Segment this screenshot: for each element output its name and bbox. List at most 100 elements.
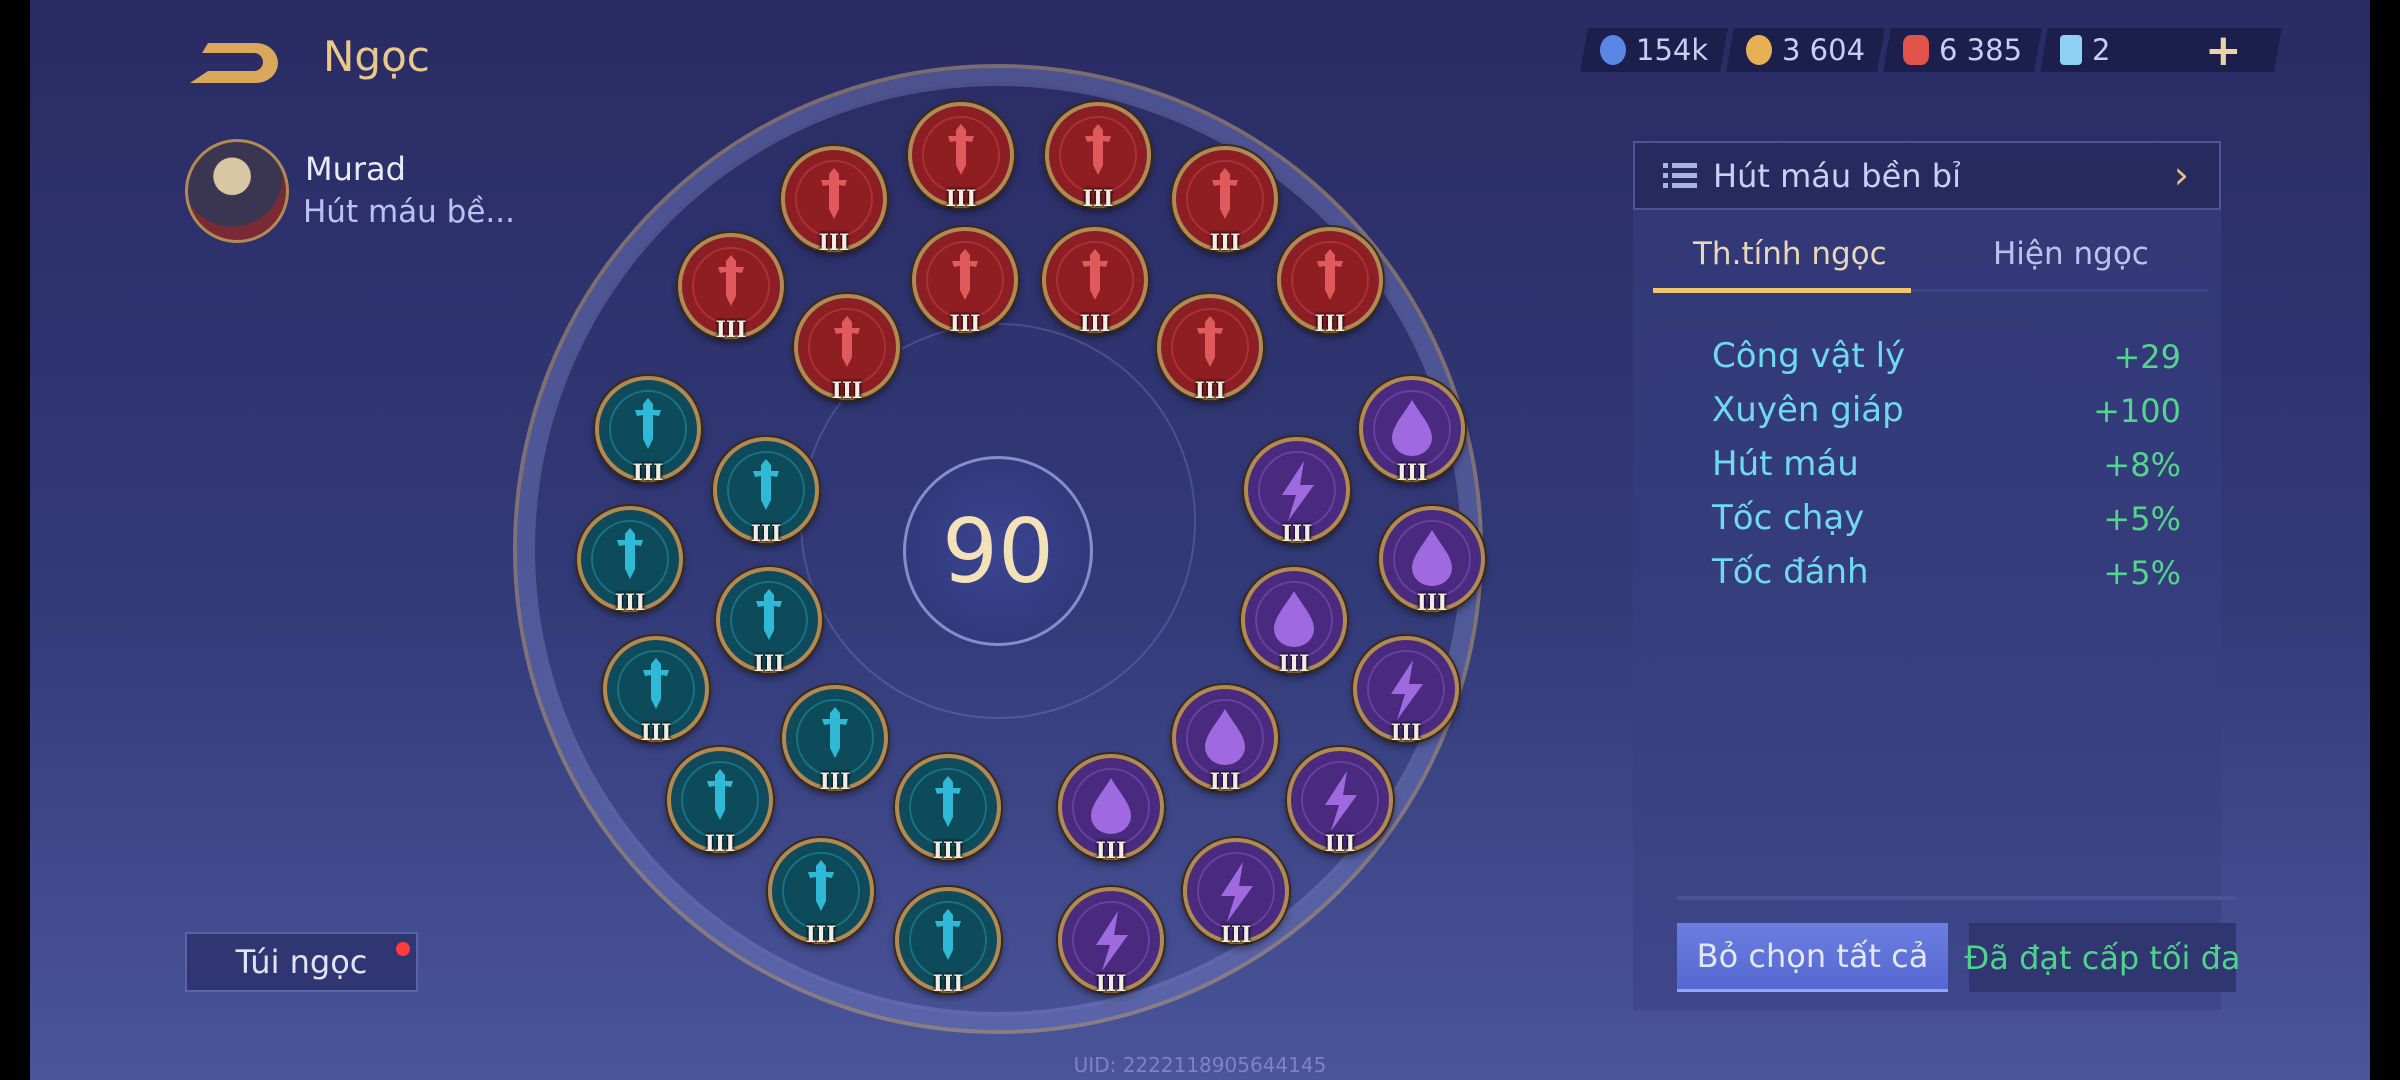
gem-level: III xyxy=(949,311,981,337)
gem-slot-red[interactable]: III xyxy=(1045,102,1151,212)
active-tab-indicator xyxy=(1653,288,1911,293)
sword-icon xyxy=(922,116,1000,194)
currency-value: 2 xyxy=(2092,33,2111,67)
sword-icon xyxy=(808,308,886,386)
gem-level: III xyxy=(753,651,785,677)
sword-icon xyxy=(1171,308,1249,386)
gem-slot-red[interactable]: III xyxy=(912,227,1018,337)
gem-slot-red[interactable]: III xyxy=(1042,227,1148,337)
sword-icon xyxy=(796,699,874,777)
tab-show-runes[interactable]: Hiện ngọc xyxy=(1993,236,2149,272)
sword-icon xyxy=(1186,160,1264,238)
tab-divider xyxy=(1653,289,2208,292)
gem-level: III xyxy=(750,521,782,547)
page-title: Ngọc xyxy=(323,32,430,81)
gem-slot-red[interactable]: III xyxy=(1277,227,1383,337)
sword-icon xyxy=(1059,116,1137,194)
sword-icon xyxy=(926,241,1004,319)
stat-label: Tốc đánh xyxy=(1712,552,1869,592)
notification-dot xyxy=(396,942,410,956)
gem-slot-teal[interactable]: III xyxy=(595,376,701,486)
gem-level: III xyxy=(704,831,736,857)
currency-red: 6 385 xyxy=(1883,28,2043,72)
gem-slot-teal[interactable]: III xyxy=(713,437,819,547)
drop-icon xyxy=(1373,390,1451,468)
gem-slot-teal[interactable]: III xyxy=(782,685,888,795)
gem-level: III xyxy=(805,922,837,948)
divider xyxy=(1677,896,2235,900)
currency-value: 6 385 xyxy=(1939,33,2023,67)
lightning-icon xyxy=(1367,650,1445,728)
deselect-all-button[interactable]: Bỏ chọn tất cả xyxy=(1677,923,1948,992)
sword-icon xyxy=(727,451,805,529)
lightning-icon xyxy=(1301,761,1379,839)
gem-slot-teal[interactable]: III xyxy=(895,754,1001,864)
drop-icon xyxy=(1186,699,1264,777)
gem-level: III xyxy=(1209,230,1241,256)
gem-slot-teal[interactable]: III xyxy=(603,636,709,746)
gem-slot-red[interactable]: III xyxy=(1157,294,1263,404)
gem-level: III xyxy=(1416,590,1448,616)
gem-slot-teal[interactable]: III xyxy=(895,887,1001,997)
rune-bag-label: Túi ngọc xyxy=(235,943,368,981)
stat-label: Xuyên giáp xyxy=(1712,390,1904,430)
stat-value: +8% xyxy=(2103,446,2181,484)
gem-slot-teal[interactable]: III xyxy=(667,747,773,857)
rune-level-total: 90 xyxy=(903,456,1093,646)
stat-value: +29 xyxy=(2113,338,2181,376)
drop-icon xyxy=(1393,520,1471,598)
chevron-right-icon: › xyxy=(2173,153,2189,197)
gem-slot-purple[interactable]: III xyxy=(1244,437,1350,547)
gem-slot-red[interactable]: III xyxy=(908,102,1014,212)
gem-slot-purple[interactable]: III xyxy=(1379,506,1485,616)
back-arrow-icon[interactable] xyxy=(190,41,280,85)
gem-slot-red[interactable]: III xyxy=(678,233,784,343)
gem-slot-red[interactable]: III xyxy=(1172,146,1278,256)
gem-level: III xyxy=(1220,922,1252,948)
stat-value: +5% xyxy=(2103,554,2181,592)
gem-level: III xyxy=(945,186,977,212)
gem-slot-teal[interactable]: III xyxy=(577,506,683,616)
gem-slot-purple[interactable]: III xyxy=(1353,636,1459,746)
tab-rune-stats[interactable]: Th.tính ngọc xyxy=(1693,236,1887,272)
gem-level: III xyxy=(932,971,964,997)
gem-slot-purple[interactable]: III xyxy=(1287,747,1393,857)
list-icon xyxy=(1663,162,1697,188)
gem-slot-purple[interactable]: III xyxy=(1359,376,1465,486)
gem-slot-teal[interactable]: III xyxy=(768,838,874,948)
lightning-icon xyxy=(1258,451,1336,529)
blue-gem-coin-icon xyxy=(1600,35,1626,65)
rune-bag-button[interactable]: Túi ngọc xyxy=(185,932,418,992)
gem-slot-red[interactable]: III xyxy=(781,146,887,256)
gem-slot-teal[interactable]: III xyxy=(716,567,822,677)
currency-bar: 154k 3 604 6 385 2 + xyxy=(1580,25,2284,76)
sword-icon xyxy=(609,390,687,468)
currency-blue: 154k xyxy=(1580,28,1729,72)
gem-level: III xyxy=(614,590,646,616)
red-crystal-icon xyxy=(1903,35,1930,65)
preset-name: Hút máu bền bỉ xyxy=(1713,156,1961,195)
gold-coin-icon xyxy=(1746,35,1773,65)
drop-icon xyxy=(1255,581,1333,659)
sword-icon xyxy=(730,581,808,659)
gem-slot-red[interactable]: III xyxy=(794,294,900,404)
max-level-status: Đã đạt cấp tối đa xyxy=(1965,923,2241,992)
lightning-icon xyxy=(1072,901,1150,979)
gem-slot-purple[interactable]: III xyxy=(1058,887,1164,997)
sword-icon xyxy=(782,852,860,930)
gem-level: III xyxy=(1095,971,1127,997)
gem-level: III xyxy=(932,838,964,864)
gem-slot-purple[interactable]: III xyxy=(1172,685,1278,795)
blue-card-icon xyxy=(2060,35,2083,65)
gem-level: III xyxy=(1314,311,1346,337)
gem-slot-purple[interactable]: III xyxy=(1058,754,1164,864)
stat-label: Tốc chạy xyxy=(1712,498,1865,538)
preset-selector[interactable]: Hút máu bền bỉ › xyxy=(1633,141,2221,210)
gem-slot-purple[interactable]: III xyxy=(1241,567,1347,677)
gem-slot-purple[interactable]: III xyxy=(1183,838,1289,948)
rune-screen: Ngọc Murad Hút máu bề... 154k 3 604 6 38… xyxy=(30,0,2370,1080)
add-currency-button[interactable]: + xyxy=(2205,24,2242,76)
hero-avatar[interactable] xyxy=(185,139,289,243)
gem-level: III xyxy=(1324,831,1356,857)
hero-name: Murad xyxy=(305,150,406,188)
